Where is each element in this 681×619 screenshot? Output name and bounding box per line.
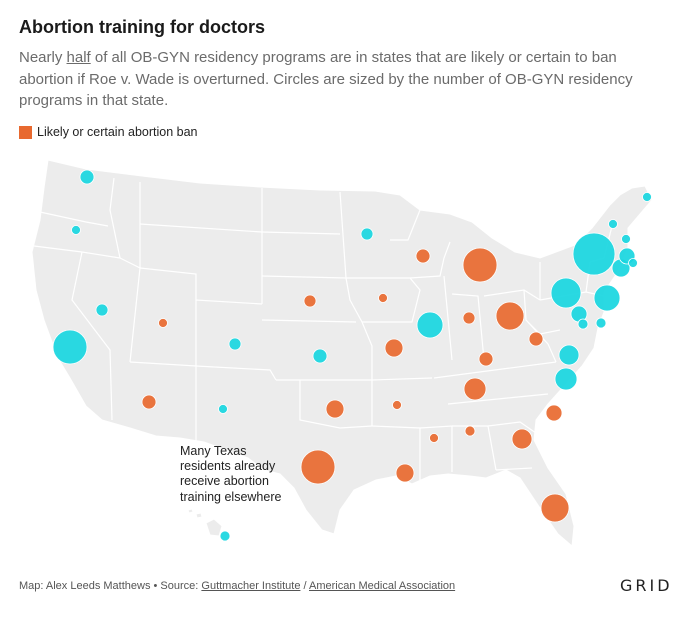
state-border (139, 267, 197, 300)
bubble-no-ban (558, 344, 580, 366)
legend-swatch-ban (19, 125, 32, 139)
state-border (495, 467, 533, 471)
bubble-no-ban (416, 311, 444, 339)
state-border (261, 319, 357, 323)
bubble-no-ban (577, 318, 589, 330)
state-border (346, 277, 421, 323)
bubble-no-ban (572, 232, 616, 276)
page-title: Abortion training for doctors (19, 17, 265, 37)
bubble-ban (545, 404, 563, 422)
state-border (409, 241, 451, 279)
source-link-guttmacher[interactable]: Guttmacher Institute (201, 580, 301, 592)
bubble-ban (303, 294, 317, 308)
bubble-no-ban (52, 329, 88, 365)
subtitle-rest: of all OB-GYN residency programs are in … (19, 49, 633, 109)
state-border (71, 251, 113, 421)
subtitle-lead: Nearly (19, 49, 67, 66)
bubble-ban (540, 493, 570, 523)
bubble-ban (392, 400, 402, 410)
bubble-no-ban (593, 284, 621, 312)
state-border (525, 319, 557, 363)
bubble-no-ban (95, 303, 109, 317)
state-border (390, 209, 421, 241)
bubble-ban (384, 338, 404, 358)
state-border (261, 275, 347, 279)
state-border (299, 380, 373, 429)
bubble-ban (478, 351, 494, 367)
state-border (451, 293, 485, 361)
hawaii-island (205, 518, 223, 537)
bubble-ban (528, 331, 544, 347)
state-border (139, 223, 263, 233)
state-border (339, 191, 373, 426)
legend-label: Likely or certain abortion ban (37, 125, 198, 139)
bubble-ban (300, 449, 336, 485)
bubble-no-ban (71, 225, 81, 235)
bubble-no-ban (228, 337, 242, 351)
bubble-ban (462, 247, 498, 283)
bubble-no-ban (550, 277, 582, 309)
subtitle: Nearly half of all OB-GYN residency prog… (19, 47, 669, 112)
bubble-ban (415, 248, 431, 264)
bubble-ban (378, 293, 388, 303)
hawaii-island (187, 508, 194, 514)
bubbles-no-ban (52, 169, 652, 542)
contiguous-us-land (31, 159, 653, 548)
bubble-no-ban (218, 404, 228, 414)
bubble-no-ban (219, 530, 231, 542)
footer: Map: Alex Leeds Matthews • Source: Guttm… (19, 580, 455, 592)
state-border (195, 365, 277, 381)
state-border (447, 393, 549, 405)
footer-separator: / (300, 580, 309, 592)
bubble-ban (463, 377, 487, 401)
bubble-no-ban (360, 227, 374, 241)
bubble-ban (511, 428, 533, 450)
bubble-no-ban (621, 234, 631, 244)
state-border (433, 361, 557, 379)
state-borders (33, 177, 613, 480)
state-border (129, 299, 263, 367)
bubbles-ban (141, 247, 570, 523)
state-border (39, 211, 109, 227)
land (31, 159, 653, 548)
grid-logo: GRID (620, 576, 673, 595)
bubble-ban (464, 425, 476, 437)
texas-annotation: Many Texas residents already receive abo… (180, 444, 282, 504)
bubble-no-ban (628, 258, 638, 268)
bubble-no-ban (608, 219, 618, 229)
bubble-no-ban (595, 317, 607, 329)
legend: Likely or certain abortion ban (19, 125, 198, 139)
bubble-no-ban (642, 192, 652, 202)
bubble-ban (158, 318, 168, 328)
bubble-ban (325, 399, 345, 419)
hawaii-island (195, 512, 203, 519)
bubble-ban (395, 463, 415, 483)
state-border (109, 177, 121, 259)
state-border (443, 275, 453, 361)
bubble-ban (462, 311, 476, 325)
state-border (371, 377, 433, 381)
bubble-ban (429, 433, 439, 443)
source-link-ama[interactable]: American Medical Association (309, 580, 456, 592)
bubble-no-ban (312, 348, 328, 364)
bubble-ban (495, 301, 525, 331)
subtitle-half-link[interactable]: half (66, 49, 91, 66)
bubble-ban (141, 394, 157, 410)
state-border (487, 421, 547, 441)
us-map (31, 159, 653, 548)
state-border (261, 231, 341, 235)
bubble-no-ban (79, 169, 95, 185)
bubble-no-ban (554, 367, 578, 391)
footer-credit: Map: Alex Leeds Matthews • Source: (19, 580, 202, 592)
